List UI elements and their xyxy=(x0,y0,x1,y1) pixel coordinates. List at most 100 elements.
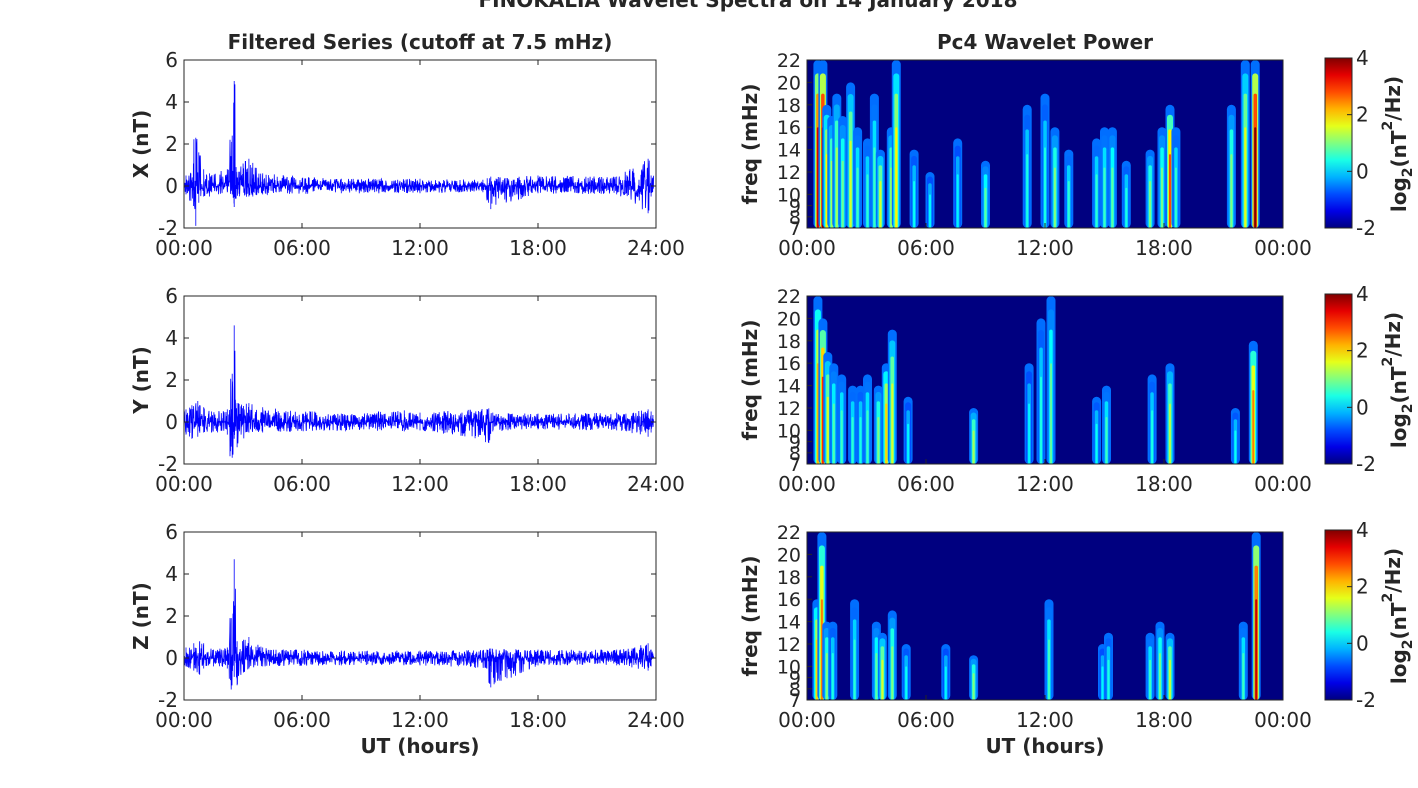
y-tick-label: 2 xyxy=(165,132,178,156)
burst-3 xyxy=(1028,403,1031,464)
y-tick-label: 14 xyxy=(777,376,801,398)
burst-3 xyxy=(831,653,834,700)
burst-3 xyxy=(885,403,888,464)
colorbar-label-part: 2 xyxy=(1380,357,1396,367)
y-tick-label: 12 xyxy=(777,398,801,420)
burst-3 xyxy=(1252,390,1255,464)
y-tick-label: 0 xyxy=(165,410,178,434)
burst-3 xyxy=(849,140,852,228)
x-tick-label: 18:00 xyxy=(1135,236,1193,260)
burst-3 xyxy=(1101,666,1104,700)
colorbar-tick-label: 4 xyxy=(1356,518,1369,542)
y-tick-label: 2 xyxy=(165,368,178,392)
burst-3 xyxy=(881,659,884,700)
burst-3 xyxy=(1234,430,1237,464)
burst-3 xyxy=(956,174,959,228)
filtered-panel-y: 00:00 06:00 12:00 18:00 24:00 -2 0 2 4 6 Y (nT) xyxy=(129,284,685,496)
x-tick-label: 18:00 xyxy=(509,236,567,260)
y-tick-label: 10 xyxy=(777,656,801,678)
burst-3 xyxy=(1103,167,1106,228)
y-tick-label: 4 xyxy=(165,562,178,586)
colorbar-label-part: 2 xyxy=(1400,639,1416,649)
wavelet-panel-y: 00:00 06:00 12:00 18:00 00:00789101214161820… xyxy=(738,282,1416,496)
burst-3 xyxy=(907,423,910,464)
y-tick-label: 6 xyxy=(165,284,178,308)
y-tick-label: -2 xyxy=(158,688,178,712)
burst-3 xyxy=(1169,659,1171,700)
x-tick-label: 18:00 xyxy=(509,708,567,732)
colorbar-label-part: log xyxy=(1387,649,1411,684)
burst-3 xyxy=(1026,154,1029,228)
x-tick-label: 12:00 xyxy=(391,236,449,260)
burst-3 xyxy=(856,167,859,228)
colorbar-label: log2(nT2/Hz) xyxy=(1380,548,1416,684)
y-tick-label: 2 xyxy=(165,604,178,628)
burst-3 xyxy=(913,181,916,228)
colorbar-tick-label: 4 xyxy=(1356,282,1369,306)
burst-3 xyxy=(1230,154,1233,228)
series-line xyxy=(183,81,654,226)
colorbar-label-part: 2 xyxy=(1400,403,1416,413)
x-tick-label: 12:00 xyxy=(1016,708,1074,732)
burst-3 xyxy=(1050,363,1052,464)
colorbar xyxy=(1324,57,1353,229)
x-tick-label: 12:00 xyxy=(391,708,449,732)
colorbar-label-part: 2 xyxy=(1380,121,1396,131)
y-axis-label: X (nT) xyxy=(129,110,153,179)
burst-3 xyxy=(879,181,882,228)
heatmap-bursts xyxy=(813,60,1260,228)
colorbar-tick-label: 2 xyxy=(1356,103,1369,127)
wavelet-panel-z: 00:00 06:00 12:00 18:00 00:00789101214161820… xyxy=(738,518,1416,758)
burst-3 xyxy=(944,666,947,700)
panel-title: Pc4 Wavelet Power xyxy=(937,30,1153,54)
burst-3 xyxy=(826,396,829,464)
colorbar-label-part: log xyxy=(1387,177,1411,212)
y-tick-label: 20 xyxy=(777,308,801,330)
colorbar-label-part: /Hz) xyxy=(1381,548,1405,593)
y-tick-label: 6 xyxy=(165,520,178,544)
y-tick-label: 7 xyxy=(789,218,801,240)
x-axis-label: UT (hours) xyxy=(360,734,479,758)
colorbar-tick-label: -2 xyxy=(1356,688,1376,712)
burst-3 xyxy=(905,666,908,700)
y-tick-label: 22 xyxy=(777,522,801,544)
burst-3 xyxy=(1254,127,1257,228)
x-tick-label: 00:00 xyxy=(778,708,836,732)
burst-3 xyxy=(1095,423,1098,464)
burst-3 xyxy=(1255,599,1258,700)
plot-area xyxy=(184,296,656,464)
y-tick-label: 0 xyxy=(165,174,178,198)
plot-area xyxy=(184,532,656,700)
burst-3 xyxy=(929,194,931,228)
burst-3 xyxy=(851,417,854,464)
x-tick-label: 00:00 xyxy=(778,236,836,260)
filtered-panel-x: 00:00 06:00 12:00 18:00 24:00 -2 0 2 4 6 X (nT) Fil… xyxy=(129,30,685,260)
x-tick-label: 12:00 xyxy=(1016,472,1074,496)
burst-3 xyxy=(1151,410,1154,464)
colorbar xyxy=(1324,529,1353,701)
burst-3 xyxy=(972,673,975,700)
y-tick-label: 16 xyxy=(777,353,801,375)
colorbar-tick-label: 0 xyxy=(1356,631,1369,655)
burst-3 xyxy=(1169,403,1171,464)
filtered-panel-z: 00:00 06:00 12:00 18:00 24:00 -2 0 2 4 6 Z (nT) UT … xyxy=(129,520,685,758)
x-tick-label: 06:00 xyxy=(897,472,955,496)
colorbar-label-part: (nT xyxy=(1387,366,1411,403)
y-tick-label: 20 xyxy=(777,72,801,94)
y-tick-label: 8 xyxy=(789,207,801,229)
burst-3 xyxy=(1048,639,1050,700)
y-axis-label: freq (mHz) xyxy=(738,84,762,205)
burst-3 xyxy=(1053,167,1056,228)
burst-3 xyxy=(877,417,880,464)
panel-title: Filtered Series (cutoff at 7.5 mHz) xyxy=(228,30,613,54)
x-tick-label: 06:00 xyxy=(273,236,331,260)
burst-3 xyxy=(1149,659,1152,700)
y-tick-label: -2 xyxy=(158,216,178,240)
x-tick-label: 24:00 xyxy=(627,708,685,732)
colorbar xyxy=(1324,293,1353,465)
y-tick-label: 8 xyxy=(789,443,801,465)
y-axis-label: freq (mHz) xyxy=(738,320,762,441)
colorbar-label-part: /Hz) xyxy=(1381,76,1405,121)
colorbar-label-part: log xyxy=(1387,413,1411,448)
